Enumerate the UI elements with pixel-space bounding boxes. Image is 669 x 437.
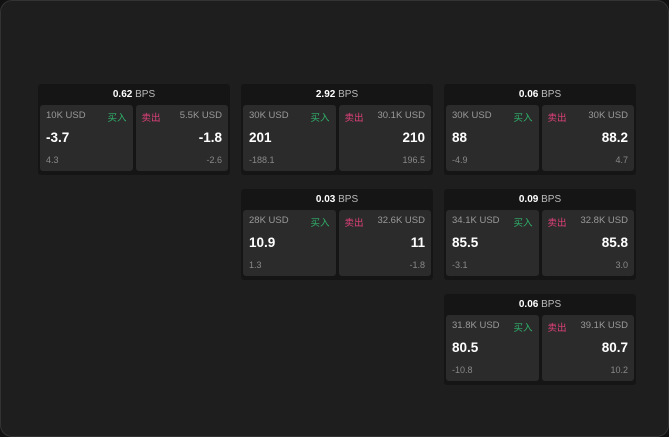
quote-card: 2.92 BPS 30K USD 买入 201 -188.1 卖出 30.1K US… xyxy=(241,84,433,175)
sell-label: 卖出 xyxy=(547,113,567,124)
bid-price: 10.9 xyxy=(249,235,276,250)
spread-header: 0.03 BPS xyxy=(241,189,433,210)
buy-label: 买入 xyxy=(513,113,533,124)
sell-box[interactable]: 卖出 39.1K USD 80.7 10.2 xyxy=(541,315,634,381)
spread-header: 0.09 BPS xyxy=(444,189,636,210)
sell-box[interactable]: 卖出 30.1K USD 210 196.5 xyxy=(338,105,431,171)
ask-size: 32.6K USD xyxy=(377,215,425,226)
ask-size: 5.5K USD xyxy=(179,110,222,121)
quote-card: 0.62 BPS 10K USD 买入 -3.7 4.3 卖出 5.5K USD -… xyxy=(38,84,230,175)
buy-box[interactable]: 31.8K USD 买入 80.5 -10.8 xyxy=(446,315,539,381)
bid-size: 10K USD xyxy=(46,110,86,121)
buy-label: 买入 xyxy=(310,113,330,124)
spread-unit: BPS xyxy=(135,89,156,100)
ask-price: 210 xyxy=(402,130,425,145)
sell-box[interactable]: 卖出 5.5K USD -1.8 -2.6 xyxy=(135,105,228,171)
ask-price: -1.8 xyxy=(198,130,222,145)
bid-price: 201 xyxy=(249,130,272,145)
spread-value: 0.06 xyxy=(518,299,539,310)
bid-price: 88 xyxy=(452,130,468,145)
spread-value: 0.03 xyxy=(315,194,336,205)
buy-box[interactable]: 30K USD 买入 88 -4.9 xyxy=(446,105,539,171)
sell-box[interactable]: 卖出 32.6K USD 11 -1.8 xyxy=(338,210,431,276)
buy-box[interactable]: 10K USD 买入 -3.7 4.3 xyxy=(40,105,133,171)
bid-price: 85.5 xyxy=(452,235,479,250)
spread-unit: BPS xyxy=(541,299,562,310)
ask-change: 10.2 xyxy=(610,365,628,375)
buy-label: 买入 xyxy=(513,218,533,229)
spread-unit: BPS xyxy=(338,194,359,205)
ask-change: -2.6 xyxy=(206,155,222,165)
ask-size: 30.1K USD xyxy=(377,110,425,121)
sell-label: 卖出 xyxy=(344,113,364,124)
ask-size: 30K USD xyxy=(588,110,628,121)
ask-size: 39.1K USD xyxy=(580,320,628,331)
spread-value: 2.92 xyxy=(315,89,336,100)
ask-change: 3.0 xyxy=(615,260,628,270)
bid-size: 30K USD xyxy=(452,110,492,121)
ask-price: 88.2 xyxy=(601,130,628,145)
sell-label: 卖出 xyxy=(547,323,567,334)
ask-price: 85.8 xyxy=(601,235,628,250)
buy-label: 买入 xyxy=(513,323,533,334)
spread-value: 0.09 xyxy=(518,194,539,205)
spread-header: 0.06 BPS xyxy=(444,84,636,105)
quote-card: 0.03 BPS 28K USD 买入 10.9 1.3 卖出 32.6K USD … xyxy=(241,189,433,280)
spread-unit: BPS xyxy=(541,194,562,205)
bid-change: -3.1 xyxy=(452,260,468,270)
buy-box[interactable]: 30K USD 买入 201 -188.1 xyxy=(243,105,336,171)
bid-size: 30K USD xyxy=(249,110,289,121)
sell-box[interactable]: 卖出 30K USD 88.2 4.7 xyxy=(541,105,634,171)
ask-price: 11 xyxy=(410,235,425,250)
quote-card: 0.06 BPS 30K USD 买入 88 -4.9 卖出 30K USD 88.… xyxy=(444,84,636,175)
bid-price: 80.5 xyxy=(452,340,479,355)
spread-header: 2.92 BPS xyxy=(241,84,433,105)
spread-value: 0.62 xyxy=(112,89,133,100)
spread-header: 0.06 BPS xyxy=(444,294,636,315)
bid-change: 1.3 xyxy=(249,260,262,270)
bid-price: -3.7 xyxy=(46,130,70,145)
ask-change: -1.8 xyxy=(409,260,425,270)
spread-value: 0.06 xyxy=(518,89,539,100)
ask-change: 4.7 xyxy=(615,155,628,165)
spread-unit: BPS xyxy=(338,89,359,100)
quote-card: 0.09 BPS 34.1K USD 买入 85.5 -3.1 卖出 32.8K U… xyxy=(444,189,636,280)
ask-price: 80.7 xyxy=(601,340,628,355)
sell-label: 卖出 xyxy=(547,218,567,229)
spread-header: 0.62 BPS xyxy=(38,84,230,105)
ask-size: 32.8K USD xyxy=(580,215,628,226)
spread-unit: BPS xyxy=(541,89,562,100)
bid-change: 4.3 xyxy=(46,155,59,165)
bid-size: 31.8K USD xyxy=(452,320,500,331)
bid-change: -188.1 xyxy=(249,155,275,165)
quote-card: 0.06 BPS 31.8K USD 买入 80.5 -10.8 卖出 39.1K … xyxy=(444,294,636,385)
buy-box[interactable]: 34.1K USD 买入 85.5 -3.1 xyxy=(446,210,539,276)
bid-change: -4.9 xyxy=(452,155,468,165)
bid-change: -10.8 xyxy=(452,365,473,375)
buy-label: 买入 xyxy=(107,113,127,124)
bid-size: 34.1K USD xyxy=(452,215,500,226)
bid-size: 28K USD xyxy=(249,215,289,226)
sell-label: 卖出 xyxy=(141,113,161,124)
buy-label: 买入 xyxy=(310,218,330,229)
sell-box[interactable]: 卖出 32.8K USD 85.8 3.0 xyxy=(541,210,634,276)
sell-label: 卖出 xyxy=(344,218,364,229)
ask-change: 196.5 xyxy=(402,155,425,165)
buy-box[interactable]: 28K USD 买入 10.9 1.3 xyxy=(243,210,336,276)
